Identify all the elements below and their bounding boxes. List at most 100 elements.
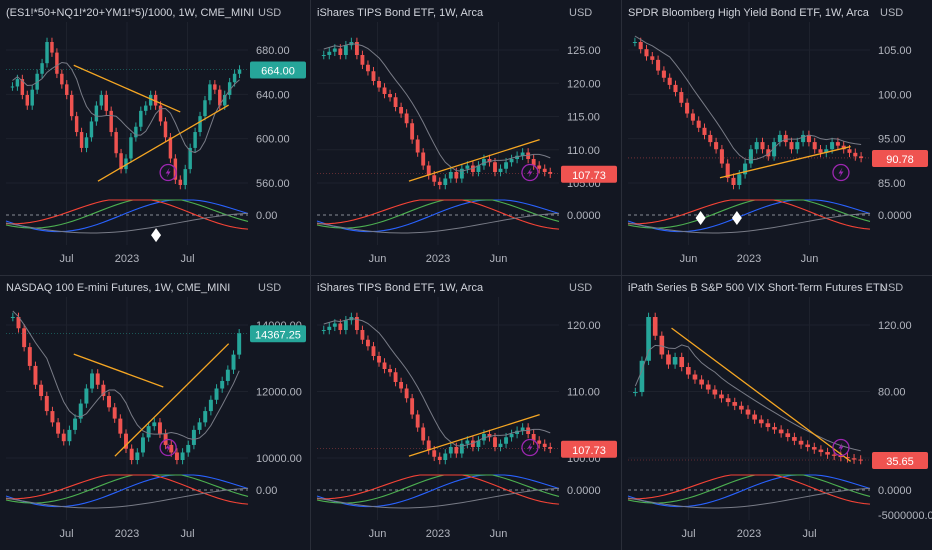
panel-vxx[interactable]: iPath Series B S&P 500 VIX Short-Term Fu… <box>622 275 932 550</box>
candle-body <box>432 175 437 182</box>
candle-body <box>437 181 442 185</box>
lightning-ring <box>521 163 539 182</box>
candle-body <box>690 113 695 121</box>
oscillator-pane <box>627 199 871 234</box>
x-tick-label: Jul <box>180 253 194 265</box>
candle-body <box>476 165 481 172</box>
candle-body <box>487 159 492 163</box>
candle-body <box>805 444 810 448</box>
y-tick-label: 10000.00 <box>256 453 302 465</box>
oscillator-pane <box>5 199 249 243</box>
lightning-icon <box>521 438 539 457</box>
candle-body <box>798 440 804 445</box>
candle-body <box>705 384 711 390</box>
candle-body <box>15 79 20 87</box>
y-tick-label: 110.00 <box>567 145 600 157</box>
trendline <box>408 414 540 457</box>
candle-body <box>232 73 237 83</box>
candle-body <box>56 422 61 434</box>
panel-nq[interactable]: NASDAQ 100 E-mini Futures, 1W, CME_MINI U… <box>0 275 310 550</box>
chart-svg: SPDR Bloomberg High Yield Bond ETF, 1W, … <box>627 7 928 265</box>
candle-body <box>404 388 409 399</box>
oscillator-line <box>5 474 249 508</box>
candle-body <box>45 42 49 64</box>
oscillator-line <box>316 474 560 505</box>
x-tick-label: Jun <box>490 528 508 540</box>
candle-body <box>366 339 370 347</box>
panel-tip-2[interactable]: iShares TIPS Bond ETF, 1W, Arca USD 120.00… <box>311 275 621 550</box>
candle-body <box>685 102 690 114</box>
candle-body <box>112 407 117 419</box>
lightning-glyph <box>165 442 171 453</box>
panel-tip[interactable]: iShares TIPS Bond ETF, 1W, Arca USD 125.00… <box>311 0 621 275</box>
candle-body <box>752 414 757 420</box>
candle-body <box>656 59 661 71</box>
candle-body <box>10 317 15 318</box>
candle-body <box>542 168 547 172</box>
candle-body <box>410 123 415 140</box>
chart-title: iShares TIPS Bond ETF, 1W, Arca <box>317 282 484 294</box>
oscillator-tick-label: 0.0000 <box>567 210 601 222</box>
candles <box>632 312 864 465</box>
candle-body <box>652 317 658 336</box>
candle-body <box>78 403 83 419</box>
diamond-marker <box>731 211 742 225</box>
panel-es-nq-ym[interactable]: (ES1!*50+NQ1!*20+YM1!*5)/1000, 1W, CME_M… <box>0 0 310 275</box>
candle-body <box>193 132 197 148</box>
candle-body <box>214 388 219 400</box>
lightning-glyph <box>527 167 533 178</box>
candle-body <box>760 142 765 150</box>
candle-body <box>421 427 426 441</box>
oscillator-tick-label: 0.0000 <box>878 485 912 497</box>
candle-body <box>504 437 508 444</box>
y-tick-label: 560.00 <box>256 178 290 190</box>
trendline <box>671 327 852 462</box>
candle-body <box>208 399 213 412</box>
candle-body <box>225 369 230 381</box>
panel-jnk[interactable]: SPDR Bloomberg High Yield Bond ETF, 1W, … <box>622 0 932 275</box>
chart-svg: (ES1!*50+NQ1!*20+YM1!*5)/1000, 1W, CME_M… <box>5 7 306 265</box>
candle-body <box>537 165 542 169</box>
candle-body <box>415 414 420 428</box>
lightning-glyph <box>838 442 844 453</box>
price-badge <box>872 149 928 167</box>
lightning-glyph <box>527 442 533 453</box>
y-tick-label: 120.00 <box>567 320 601 332</box>
trendline <box>97 104 229 182</box>
oscillator-line <box>627 474 871 508</box>
oscillator-tick-label: 0.00 <box>256 485 277 497</box>
candle-body <box>785 433 791 438</box>
candle-body <box>84 388 89 404</box>
candle-body <box>188 147 192 170</box>
trendline <box>114 343 230 457</box>
candle-body <box>371 346 376 356</box>
candle-body <box>853 152 858 157</box>
candle-body <box>812 142 817 150</box>
candle-body <box>321 55 326 56</box>
candle-body <box>415 139 420 153</box>
candle-body <box>719 394 724 399</box>
candle-body <box>531 159 536 166</box>
candle-body <box>448 172 453 179</box>
oscillator-line <box>5 199 249 230</box>
lightning-ring <box>521 438 539 457</box>
oscillator-pane <box>316 474 560 509</box>
candle-body <box>30 89 34 106</box>
candle-body <box>33 365 38 385</box>
candle-body <box>531 434 536 441</box>
candle-body <box>218 89 222 106</box>
candles <box>10 312 242 465</box>
candle-body <box>806 134 811 143</box>
lightning-glyph <box>165 167 171 178</box>
price-badge-value: 90.78 <box>886 154 914 166</box>
oscillator-pane <box>627 474 871 509</box>
candle-body <box>95 373 100 385</box>
candle-body <box>859 156 864 158</box>
oscillator-signal-line <box>316 487 560 509</box>
candle-body <box>104 94 108 111</box>
chart-svg: iShares TIPS Bond ETF, 1W, Arca USD 120.00… <box>316 282 617 540</box>
candle-body <box>388 94 392 98</box>
y-tick-label: 100.00 <box>878 89 912 101</box>
grid <box>628 297 870 520</box>
candle-body <box>845 457 850 459</box>
